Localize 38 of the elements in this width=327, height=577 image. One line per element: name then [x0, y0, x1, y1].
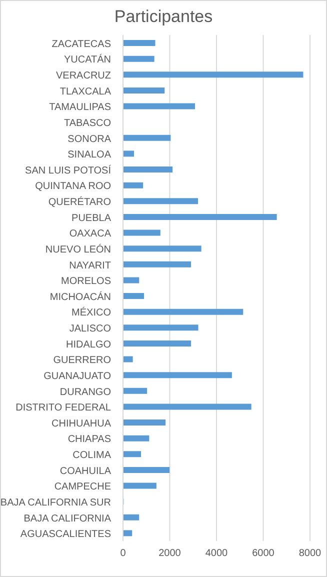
- y-tick-label: GUERRERO: [53, 355, 112, 366]
- y-tick-label: SINALOA: [68, 150, 112, 161]
- y-tick-label: NUEVO LEÓN: [45, 243, 111, 256]
- y-tick-label: MORELOS: [60, 276, 112, 288]
- y-tick-label: DURANGO: [60, 386, 112, 398]
- x-tick-label: 8000: [298, 548, 322, 560]
- y-tick-label: PUEBLA: [72, 212, 112, 224]
- y-tick-label: COLIMA: [72, 450, 112, 462]
- y-tick-label: MÉXICO: [72, 306, 112, 319]
- y-tick-label: COAHUILA: [60, 466, 112, 477]
- y-tick-label: BAJA CALIFORNIA: [24, 513, 112, 524]
- y-tick-label: TAMAULIPAS: [49, 102, 112, 114]
- y-tick-label: MICHOACÁN: [50, 290, 111, 303]
- x-tick-label: 6000: [252, 548, 275, 560]
- y-tick-label: VERACRUZ: [56, 70, 111, 82]
- y-tick-label: JALISCO: [69, 324, 112, 335]
- y-tick-label: TLAXCALA: [60, 86, 112, 98]
- x-tick-label: 4000: [205, 548, 228, 560]
- y-tick-label: GUANAJUATO: [44, 370, 112, 382]
- y-tick-label: BAJA CALIFORNIA SUR: [0, 497, 111, 508]
- y-tick-label: ZACATECAS: [52, 38, 112, 50]
- y-tick-label: SAN LUIS POTOSÍ: [25, 164, 112, 176]
- y-tick-label: QUERÉTARO: [48, 196, 112, 208]
- y-tick-label: OAXACA: [69, 228, 112, 240]
- y-tick-label: CHIHUAHUA: [52, 418, 112, 430]
- chart-title: Participantes: [113, 7, 214, 28]
- y-tick-label: CAMPECHE: [54, 482, 112, 493]
- y-tick-label: NAYARIT: [69, 260, 111, 272]
- x-tick-label: 0: [120, 548, 126, 560]
- y-tick-label: HIDALGO: [66, 339, 112, 350]
- y-tick-label: QUINTANA ROO: [35, 181, 112, 192]
- y-tick-label: DISTRITO FEDERAL: [16, 402, 112, 414]
- y-tick-label: TABASCO: [64, 118, 112, 129]
- y-tick-label: SONORA: [68, 134, 112, 145]
- x-tick-label: 2000: [158, 548, 182, 560]
- y-tick-label: AGUASCALIENTES: [20, 529, 112, 540]
- y-tick-label: YUCATÁN: [64, 54, 111, 66]
- y-tick-label: CHIAPAS: [68, 434, 112, 446]
